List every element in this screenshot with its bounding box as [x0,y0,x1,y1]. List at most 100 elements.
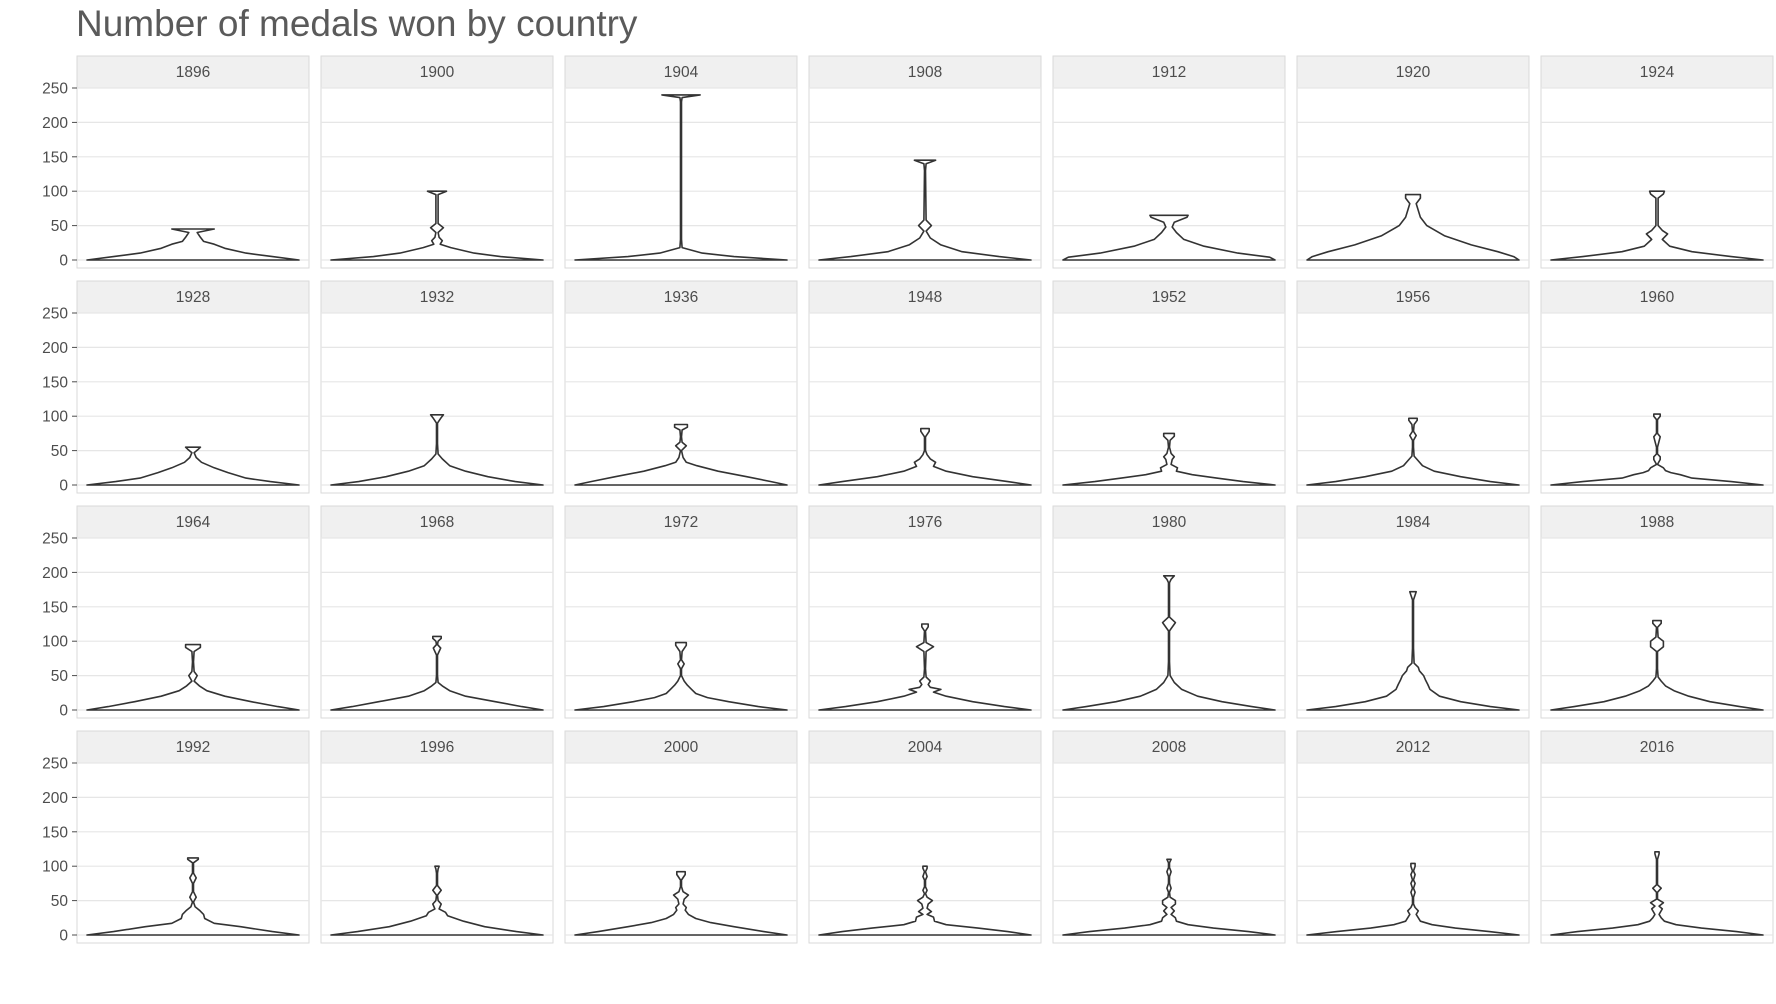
facet-strip-label: 1924 [1640,64,1675,81]
y-tick-label: 0 [59,478,68,495]
facet-strip-label: 1904 [664,64,699,81]
facet-panel-1904: 1904 [564,55,798,269]
facet-strip [1540,280,1774,314]
facet-panel-1956: 1956 [1296,280,1530,494]
y-tick-label: 100 [42,859,68,876]
facet-panel-1924: 1924 [1540,55,1774,269]
facet-strip [1052,55,1286,89]
facet-panel-1920: 1920 [1296,55,1530,269]
facet-strip-label: 1936 [664,289,698,306]
violin-2000 [574,870,788,936]
facet-panel-2004: 2004 [808,730,1042,944]
y-tick-label: 50 [51,218,69,235]
violin-1952 [1062,432,1276,486]
facet-panel-1896: 1896 0 50 100 150 200 250 [42,55,310,270]
facet-strip [808,505,1042,539]
facet-strip [1540,55,1774,89]
facet-strip [1296,505,1530,539]
y-tick-label: 250 [42,756,68,773]
violin-1896 [86,228,300,261]
facet-panel-2012: 2012 [1296,730,1530,944]
violin-1900 [330,190,544,261]
facet-panel-1976: 1976 [808,505,1042,719]
facet-strip-label: 1896 [176,64,210,81]
facet-strip-label: 1988 [1640,514,1674,531]
facet-strip-label: 1932 [420,289,454,306]
facet-panel-1980: 1980 [1052,505,1286,719]
violin-2008 [1062,858,1276,936]
facet-strip-label: 2004 [908,739,943,756]
facet-strip-label: 2016 [1640,739,1674,756]
facet-strip-label: 1960 [1640,289,1675,306]
violin-1992 [86,857,300,936]
facet-strip-label: 1984 [1396,514,1431,531]
facet-strip [1052,280,1286,314]
y-tick-label: 100 [42,634,68,651]
facet-panel-1988: 1988 [1540,505,1774,719]
violin-1960 [1550,413,1764,486]
facet-strip-label: 1920 [1396,64,1431,81]
y-tick-label: 0 [59,253,68,270]
violin-1908 [818,159,1032,261]
violin-2012 [1306,862,1520,936]
facet-strip-label: 2000 [664,739,699,756]
violin-1904 [574,94,788,261]
facet-panels: 1896 0 50 100 150 200 250 1900 1904 1908 1912 1920 1… [42,55,1774,945]
facet-strip [1296,55,1530,89]
y-tick-label: 150 [42,824,68,841]
y-tick-label: 150 [42,374,68,391]
violin-1964 [86,643,300,711]
facet-strip [564,55,798,89]
facet-strip-label: 2012 [1396,739,1430,756]
y-tick-label: 100 [42,409,68,426]
facet-panel-1900: 1900 [320,55,554,269]
facet-strip [76,55,310,89]
facet-strip [808,730,1042,764]
y-tick-label: 150 [42,149,68,166]
facet-strip-label: 1980 [1152,514,1187,531]
facet-panel-1928: 1928 0 50 100 150 200 250 [42,280,310,495]
facet-strip-label: 1900 [420,64,455,81]
y-tick-label: 200 [42,790,68,807]
facet-panel-1932: 1932 [320,280,554,494]
facet-strip-label: 2008 [1152,739,1186,756]
violin-1996 [330,865,544,936]
facet-strip [320,280,554,314]
facet-panel-1960: 1960 [1540,280,1774,494]
facet-panel-1992: 1992 0 50 100 150 200 250 [42,730,310,945]
violin-1924 [1550,190,1764,261]
y-tick-label: 250 [42,531,68,548]
facet-strip [564,505,798,539]
y-tick-label: 250 [42,306,68,323]
facet-strip [320,505,554,539]
facet-panel-1948: 1948 [808,280,1042,494]
facet-strip-label: 1968 [420,514,454,531]
facet-panel-2016: 2016 [1540,730,1774,944]
violin-1972 [574,641,788,711]
chart-title: Number of medals won by country [76,3,638,44]
facet-strip-label: 1912 [1152,64,1186,81]
violin-1988 [1550,619,1764,711]
facet-strip [808,280,1042,314]
violin-2016 [1550,851,1764,936]
violin-1936 [574,423,788,486]
violin-1968 [330,635,544,711]
facet-panel-1968: 1968 [320,505,554,719]
facet-strip-label: 1972 [664,514,698,531]
facet-strip-label: 1996 [420,739,454,756]
facet-strip-label: 1956 [1396,289,1430,306]
y-tick-label: 200 [42,340,68,357]
y-tick-label: 100 [42,184,68,201]
violin-2004 [818,865,1032,936]
facet-panel-1912: 1912 [1052,55,1286,269]
facet-strip [76,730,310,764]
facet-strip-label: 1964 [176,514,211,531]
facet-panel-1936: 1936 [564,280,798,494]
violin-1956 [1306,417,1520,486]
facet-strip [76,280,310,314]
violin-1984 [1306,590,1520,711]
facet-panel-1972: 1972 [564,505,798,719]
violin-1928 [86,446,300,486]
facet-panel-1964: 1964 0 50 100 150 200 250 [42,505,310,720]
